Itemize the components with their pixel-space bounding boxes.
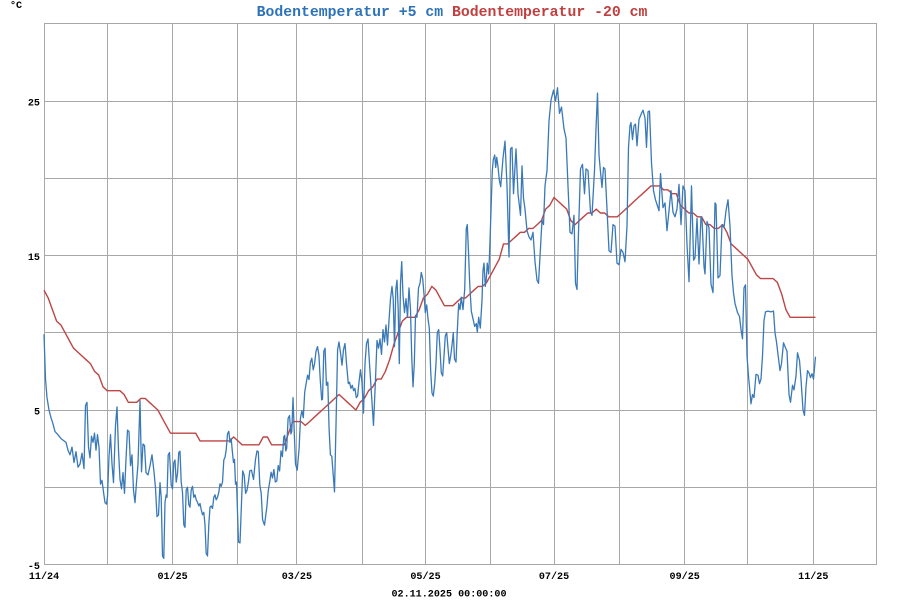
svg-text:03/25: 03/25 — [282, 571, 312, 583]
svg-text:07/25: 07/25 — [539, 571, 569, 583]
svg-text:5: 5 — [34, 408, 40, 419]
svg-text:02.11.2025 00:00:00: 02.11.2025 00:00:00 — [391, 590, 506, 601]
svg-text:15: 15 — [28, 253, 40, 264]
svg-text:01/25: 01/25 — [157, 571, 187, 583]
svg-text:25: 25 — [28, 99, 40, 110]
svg-text:11/25: 11/25 — [798, 571, 828, 583]
svg-text:°C: °C — [10, 0, 22, 12]
svg-text:05/25: 05/25 — [410, 571, 440, 583]
svg-text:09/25: 09/25 — [670, 571, 700, 583]
svg-text:-5: -5 — [28, 562, 40, 573]
svg-text:Bodentemperatur +5 cm Bodentem: Bodentemperatur +5 cm Bodentemperatur -2… — [257, 5, 648, 21]
svg-text:11/24: 11/24 — [29, 571, 59, 583]
